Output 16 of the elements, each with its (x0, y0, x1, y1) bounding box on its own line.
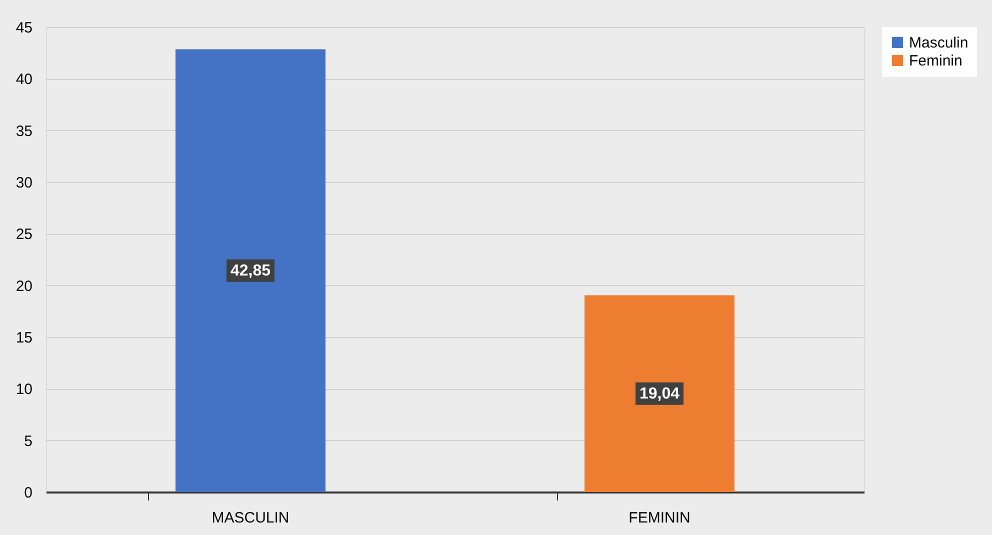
y-tick-label: 5 (24, 432, 32, 450)
x-tick-label: MASCULIN (212, 510, 290, 526)
legend-label: Feminin (909, 52, 962, 70)
data-label: 19,04 (639, 386, 680, 403)
y-tick-label: 15 (16, 330, 32, 346)
y-tick-label: 30 (16, 174, 32, 192)
y-tick-label: 10 (16, 381, 32, 398)
y-tick-label: 20 (16, 278, 32, 295)
x-tick-label: FEMININ (628, 510, 690, 526)
y-tick-label: 0 (24, 484, 32, 502)
y-tick-label: 40 (16, 71, 32, 88)
legend-label: Masculin (909, 34, 968, 52)
y-tick-label: 45 (16, 20, 32, 36)
y-tick-label: 25 (16, 226, 32, 244)
y-tick-label: 35 (16, 122, 32, 140)
data-label: 42,85 (230, 262, 271, 280)
